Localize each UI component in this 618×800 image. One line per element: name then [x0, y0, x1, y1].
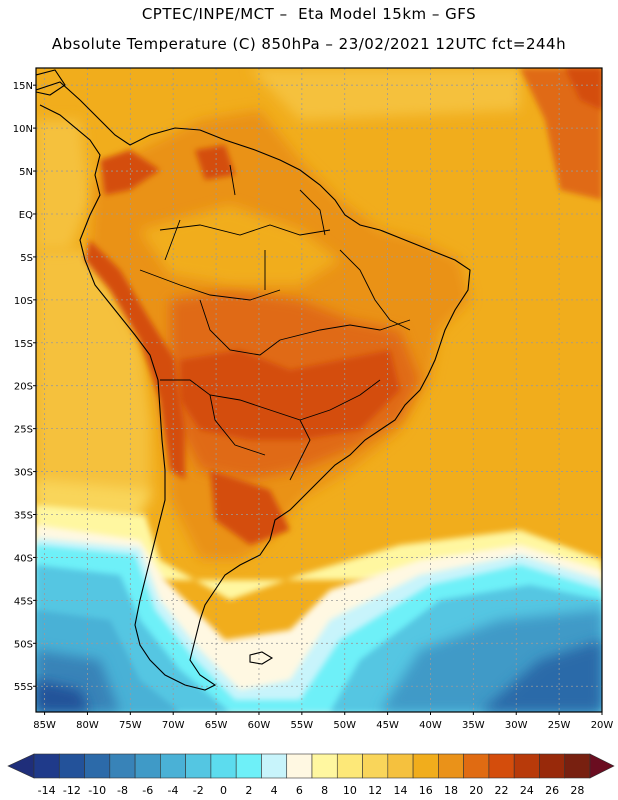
longitude-label: 65W [205, 720, 228, 731]
latitude-label: 5S [20, 253, 33, 264]
colorbar-label: 22 [495, 784, 509, 797]
graticule [36, 68, 602, 712]
map-title-line-2: Absolute Temperature (C) 850hPa – 23/02/… [51, 35, 567, 53]
colorbar-label: -4 [168, 784, 179, 797]
longitude-label: 60W [248, 720, 271, 731]
temperature-field [36, 68, 602, 712]
latitude-label: 15N [13, 81, 33, 92]
color-scale-bar: -14 -12 -10 -8 -6 -4 -2 0 2 4 6 8 10 12 14 16 18 20 22 24 26… [7, 753, 615, 797]
colorbar-cell [109, 753, 136, 779]
colorbar-cell [438, 753, 464, 779]
colorbar-label: -12 [63, 784, 81, 797]
colorbar-label: 8 [321, 784, 328, 797]
colorbar-cell [336, 753, 363, 779]
colorbar-label: -8 [117, 784, 128, 797]
colorbar-cell [33, 753, 60, 779]
longitude-label: 80W [76, 720, 99, 731]
colorbar-max-arrow [589, 753, 615, 779]
colorbar-cell [160, 753, 186, 779]
colorbar-label: -14 [38, 784, 56, 797]
colorbar-cell [286, 753, 313, 779]
colorbar-label: 24 [520, 784, 534, 797]
colorbar-label: 6 [296, 784, 303, 797]
colorbar-cell [412, 753, 439, 779]
colorbar-label: -2 [193, 784, 204, 797]
longitude-label: 25W [548, 720, 571, 731]
colorbar-label: -10 [88, 784, 106, 797]
colorbar-label: 4 [271, 784, 278, 797]
map-title-line-1: CPTEC/INPE/MCT – Eta Model 15km – GFS [141, 5, 477, 23]
latitude-label: 50S [14, 639, 33, 650]
colorbar-label: 16 [419, 784, 433, 797]
colorbar-cell [185, 753, 212, 779]
latitude-label: 5N [19, 167, 33, 178]
colorbar-label: 0 [220, 784, 227, 797]
colorbar-label: 20 [469, 784, 483, 797]
colorbar-cell [235, 753, 262, 779]
latitude-label: 30S [14, 468, 33, 479]
longitude-label: 35W [462, 720, 485, 731]
colorbar-cell [210, 753, 237, 779]
longitude-label: 40W [419, 720, 442, 731]
longitude-label: 85W [33, 720, 56, 731]
colorbar-cell [387, 753, 414, 779]
colorbar-cell [539, 753, 566, 779]
colorbar-label: 28 [570, 784, 584, 797]
coastline [36, 69, 471, 691]
colorbar-label: 10 [343, 784, 357, 797]
longitude-label: 50W [333, 720, 356, 731]
colorbar-cell [362, 753, 389, 779]
colorbar-label: 12 [368, 784, 382, 797]
latitude-label: 10N [13, 124, 33, 135]
latitude-label: 45S [14, 596, 33, 607]
colorbar-cell [463, 753, 490, 779]
colorbar-cell [84, 753, 111, 779]
latitude-label: 20S [14, 382, 33, 393]
colorbar-cell [134, 753, 161, 779]
colorbar-label: -6 [142, 784, 153, 797]
colorbar-label: 14 [393, 784, 407, 797]
colorbar-cell [261, 753, 288, 779]
colorbar-cell [311, 753, 338, 779]
longitude-label: 30W [505, 720, 528, 731]
latitude-label: 15S [14, 339, 33, 350]
political-borders [139, 164, 411, 481]
map-frame [35, 67, 603, 713]
longitude-label: 55W [291, 720, 314, 731]
latitude-label: 10S [14, 296, 33, 307]
colorbar-label: 18 [444, 784, 458, 797]
longitude-label: 75W [119, 720, 142, 731]
colorbar-min-arrow [7, 753, 35, 779]
longitude-labels: 85W 80W 75W 70W 65W 60W 55W 50W 45W 40W 35W 30W 25W 2… [33, 712, 613, 731]
colorbar-label: 2 [245, 784, 252, 797]
temperature-map: 15N 10N 5N EQ 5S 10S 15S 20S 25S 30S 35S 40S 45S 50S 5… [13, 67, 613, 731]
latitude-label: 55S [14, 682, 33, 693]
longitude-label: 70W [162, 720, 185, 731]
longitude-label: 45W [376, 720, 399, 731]
latitude-label: 35S [14, 511, 33, 522]
colorbar-label: 26 [545, 784, 559, 797]
colorbar-cell [513, 753, 540, 779]
colorbar-cell [564, 753, 591, 779]
latitude-labels: 15N 10N 5N EQ 5S 10S 15S 20S 25S 30S 35S 40S 45S 50S 5… [13, 81, 36, 693]
longitude-label: 20W [591, 720, 614, 731]
latitude-label: EQ [19, 210, 33, 221]
latitude-label: 25S [14, 425, 33, 436]
colorbar-cell [488, 753, 515, 779]
latitude-label: 40S [14, 553, 33, 564]
colorbar-cell [58, 753, 85, 779]
